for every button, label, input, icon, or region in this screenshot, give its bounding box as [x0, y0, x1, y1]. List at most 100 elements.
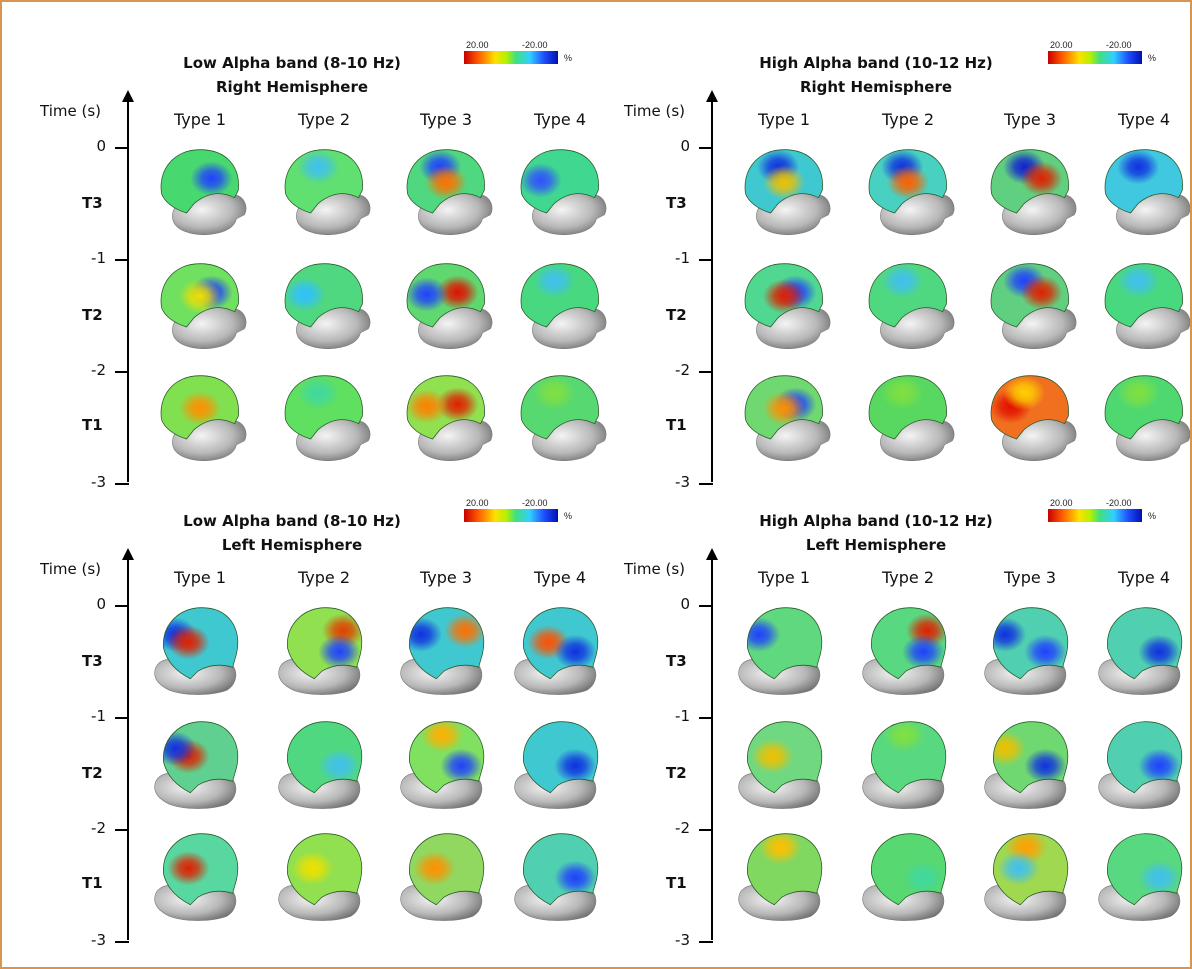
activation-spot: [1003, 375, 1046, 411]
activation-spot: [436, 387, 479, 422]
colorbar: 20.00 -20.00%: [1048, 40, 1158, 70]
time-axis-tick: [115, 829, 129, 831]
scalp-map: [1107, 721, 1182, 793]
activation-spot: [521, 163, 562, 198]
brain-map-head: [398, 826, 494, 922]
brain-map-head: [512, 256, 608, 352]
time-axis-tick: [115, 259, 129, 261]
scalp-map: [745, 263, 823, 328]
brain-map-head: [860, 714, 956, 810]
brain-map-head: [736, 714, 832, 810]
activation-spot: [440, 748, 483, 784]
colorbar: 20.00 -20.00%: [464, 498, 574, 528]
activation-spot: [881, 263, 924, 299]
brain-map-head: [736, 600, 832, 696]
time-period-label: T2: [82, 764, 103, 782]
activation-spot: [285, 277, 326, 312]
figure-panel: High Alpha band (10-12 Hz) Left Hemispher…: [586, 460, 1183, 949]
brain-map-head: [1096, 826, 1190, 922]
type-column-header: Type 4: [1117, 110, 1170, 129]
scalp-map: [163, 833, 238, 905]
activation-spot: [751, 738, 794, 774]
time-axis-tick-label: -3: [675, 931, 690, 949]
time-axis-tick-label: -1: [91, 707, 106, 725]
activation-spot: [1024, 748, 1067, 784]
brain-map-head: [982, 256, 1078, 352]
time-period-label: T1: [666, 874, 687, 892]
brain-map-head: [1096, 600, 1190, 696]
time-axis-line: [127, 98, 129, 482]
brain-map-head: [1096, 142, 1190, 238]
brain-map-head: [982, 714, 1078, 810]
colorbar-unit: %: [564, 511, 573, 521]
activation-spot: [762, 391, 806, 426]
time-axis-tick: [115, 605, 129, 607]
activation-spot: [444, 613, 484, 648]
time-axis-tick: [699, 483, 713, 485]
time-axis-tick: [699, 941, 713, 943]
colorbar-unit: %: [1148, 53, 1157, 63]
activation-spot: [424, 165, 468, 200]
activation-spot: [318, 748, 361, 784]
time-period-label: T1: [666, 416, 687, 434]
figure-panel: Low Alpha band (8-10 Hz) Left Hemisphere 2…: [2, 460, 599, 949]
brain-map-head: [398, 256, 494, 352]
activation-spot: [291, 850, 334, 886]
time-axis-tick-label: 0: [680, 137, 690, 155]
activation-spot: [747, 617, 781, 652]
time-axis-tick-label: -1: [91, 249, 106, 267]
time-axis-line: [127, 556, 129, 940]
time-period-label: T3: [82, 194, 103, 212]
activation-spot: [1020, 161, 1063, 196]
type-column-header: Type 1: [173, 568, 226, 587]
time-axis-tick: [699, 717, 713, 719]
colorbar-min-label: -20.00: [522, 40, 548, 50]
colorbar-max-label: 20.00: [1050, 40, 1073, 50]
brain-map-head: [736, 256, 832, 352]
activation-spot: [902, 634, 945, 670]
panel-subtitle: Left Hemisphere: [805, 536, 947, 554]
colorbar: 20.00 -20.00%: [464, 40, 574, 70]
type-column-header: Type 1: [757, 568, 810, 587]
time-axis-tick-label: -2: [675, 361, 690, 379]
time-axis-title: Time (s): [624, 560, 685, 578]
time-period-label: T2: [666, 306, 687, 324]
activation-spot: [167, 850, 210, 886]
scalp-map: [747, 833, 822, 905]
type-column-header: Type 2: [297, 568, 350, 587]
colorbar-min-label: -20.00: [522, 498, 548, 508]
time-axis-tick: [115, 941, 129, 943]
brain-map-head: [152, 256, 248, 352]
activation-spot: [436, 275, 479, 310]
brain-map-head: [276, 714, 372, 810]
brain-map-head: [860, 368, 956, 464]
colorbar-unit: %: [564, 53, 573, 63]
type-column-header: Type 3: [1003, 110, 1056, 129]
time-axis-tick-label: -2: [91, 361, 106, 379]
time-axis-arrow: [706, 548, 718, 560]
brain-map-head: [982, 826, 1078, 922]
time-axis-tick: [115, 717, 129, 719]
time-axis-tick: [115, 483, 129, 485]
figure-panel: Low Alpha band (8-10 Hz) Right Hemisphere…: [2, 2, 607, 491]
activation-spot: [1117, 149, 1160, 185]
brain-map-head: [860, 256, 956, 352]
activation-spot: [190, 161, 233, 196]
type-column-header: Type 3: [419, 568, 472, 587]
type-column-header: Type 4: [533, 110, 586, 129]
brain-map-head: [1096, 256, 1190, 352]
colorbar-min-label: -20.00: [1106, 498, 1132, 508]
brain-map-head: [398, 368, 494, 464]
activation-spot: [297, 375, 340, 411]
time-axis-tick: [115, 147, 129, 149]
time-axis-tick-label: -1: [675, 249, 690, 267]
brain-map-head: [276, 368, 372, 464]
brain-map-head: [982, 600, 1078, 696]
type-column-header: Type 2: [881, 568, 934, 587]
scalp-map: [407, 375, 485, 440]
time-axis-tick-label: 0: [96, 595, 106, 613]
brain-map-head: [1096, 368, 1190, 464]
brain-map-head: [152, 600, 248, 696]
panel-title: High Alpha band (10-12 Hz): [759, 512, 993, 530]
activation-spot: [297, 149, 340, 185]
